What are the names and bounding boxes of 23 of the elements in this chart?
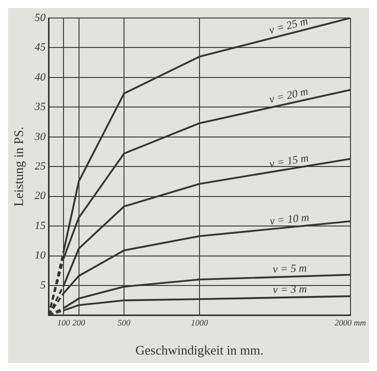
x-tick-label: 100 <box>57 318 71 328</box>
x-tick-label: 200 <box>72 318 86 328</box>
y-axis-title: Leistung in PS. <box>11 126 26 207</box>
y-tick-label: 10 <box>34 250 46 262</box>
text: v = 15 m <box>268 152 310 170</box>
series-label: v = 5 m <box>272 262 308 276</box>
x-tick-label: 500 <box>118 318 132 328</box>
y-tick-label: 20 <box>34 190 46 202</box>
y-tick-label: 45 <box>34 42 46 54</box>
x-axis-title: Geschwindigkeit in mm. <box>135 342 264 358</box>
y-tick-label: 40 <box>34 71 46 84</box>
y-tick-label: 25 <box>34 160 46 172</box>
text: v = 20 m <box>268 86 310 106</box>
x-tick-label: 2000 mm <box>334 318 366 328</box>
y-tick-label: 30 <box>34 130 46 143</box>
y-tick-label: 35 <box>34 101 46 114</box>
series-label: v = 3 m <box>272 283 308 296</box>
text: v = 10 m <box>269 212 310 228</box>
x-tick-label: 1000 <box>190 318 209 328</box>
y-tick-label: 50 <box>34 12 46 24</box>
y-tick-label: 5 <box>40 279 46 292</box>
text: v = 25 m <box>268 15 310 37</box>
y-tick-label: 15 <box>34 220 46 232</box>
